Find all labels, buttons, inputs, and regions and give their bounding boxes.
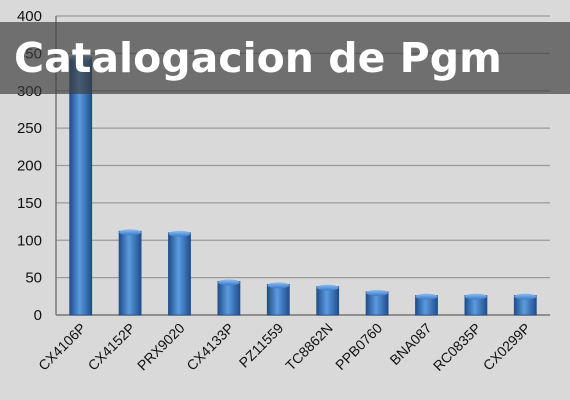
bar-cap [464,293,487,300]
bar-PRX9020 [168,232,191,316]
bar-cap [168,230,191,237]
bar-PZ11559 [266,283,290,316]
bar-CX4133P [217,280,241,316]
bar-CX4106P [69,56,93,316]
bar-cap [119,229,142,236]
y-tick-label: 200 [17,158,42,175]
y-tick-label: 400 [17,8,42,25]
page-title: Catalogacion de Pgm [14,34,502,82]
title-banner [0,22,570,94]
bar-cap [217,279,240,286]
bar-cap [366,289,389,296]
bar-cap [316,284,339,291]
y-tick-label: 250 [17,120,42,137]
y-tick-label: 0 [34,307,42,324]
bar-cap [267,282,290,289]
bar-cap [415,293,438,300]
y-tick-label: 100 [17,232,42,249]
bar-cap [514,293,537,300]
y-tick-label: 150 [17,195,42,212]
y-tick-label: 50 [25,270,42,287]
bar-TC8862N [316,286,340,316]
bars [69,55,537,316]
bar-CX4152P [118,230,142,316]
